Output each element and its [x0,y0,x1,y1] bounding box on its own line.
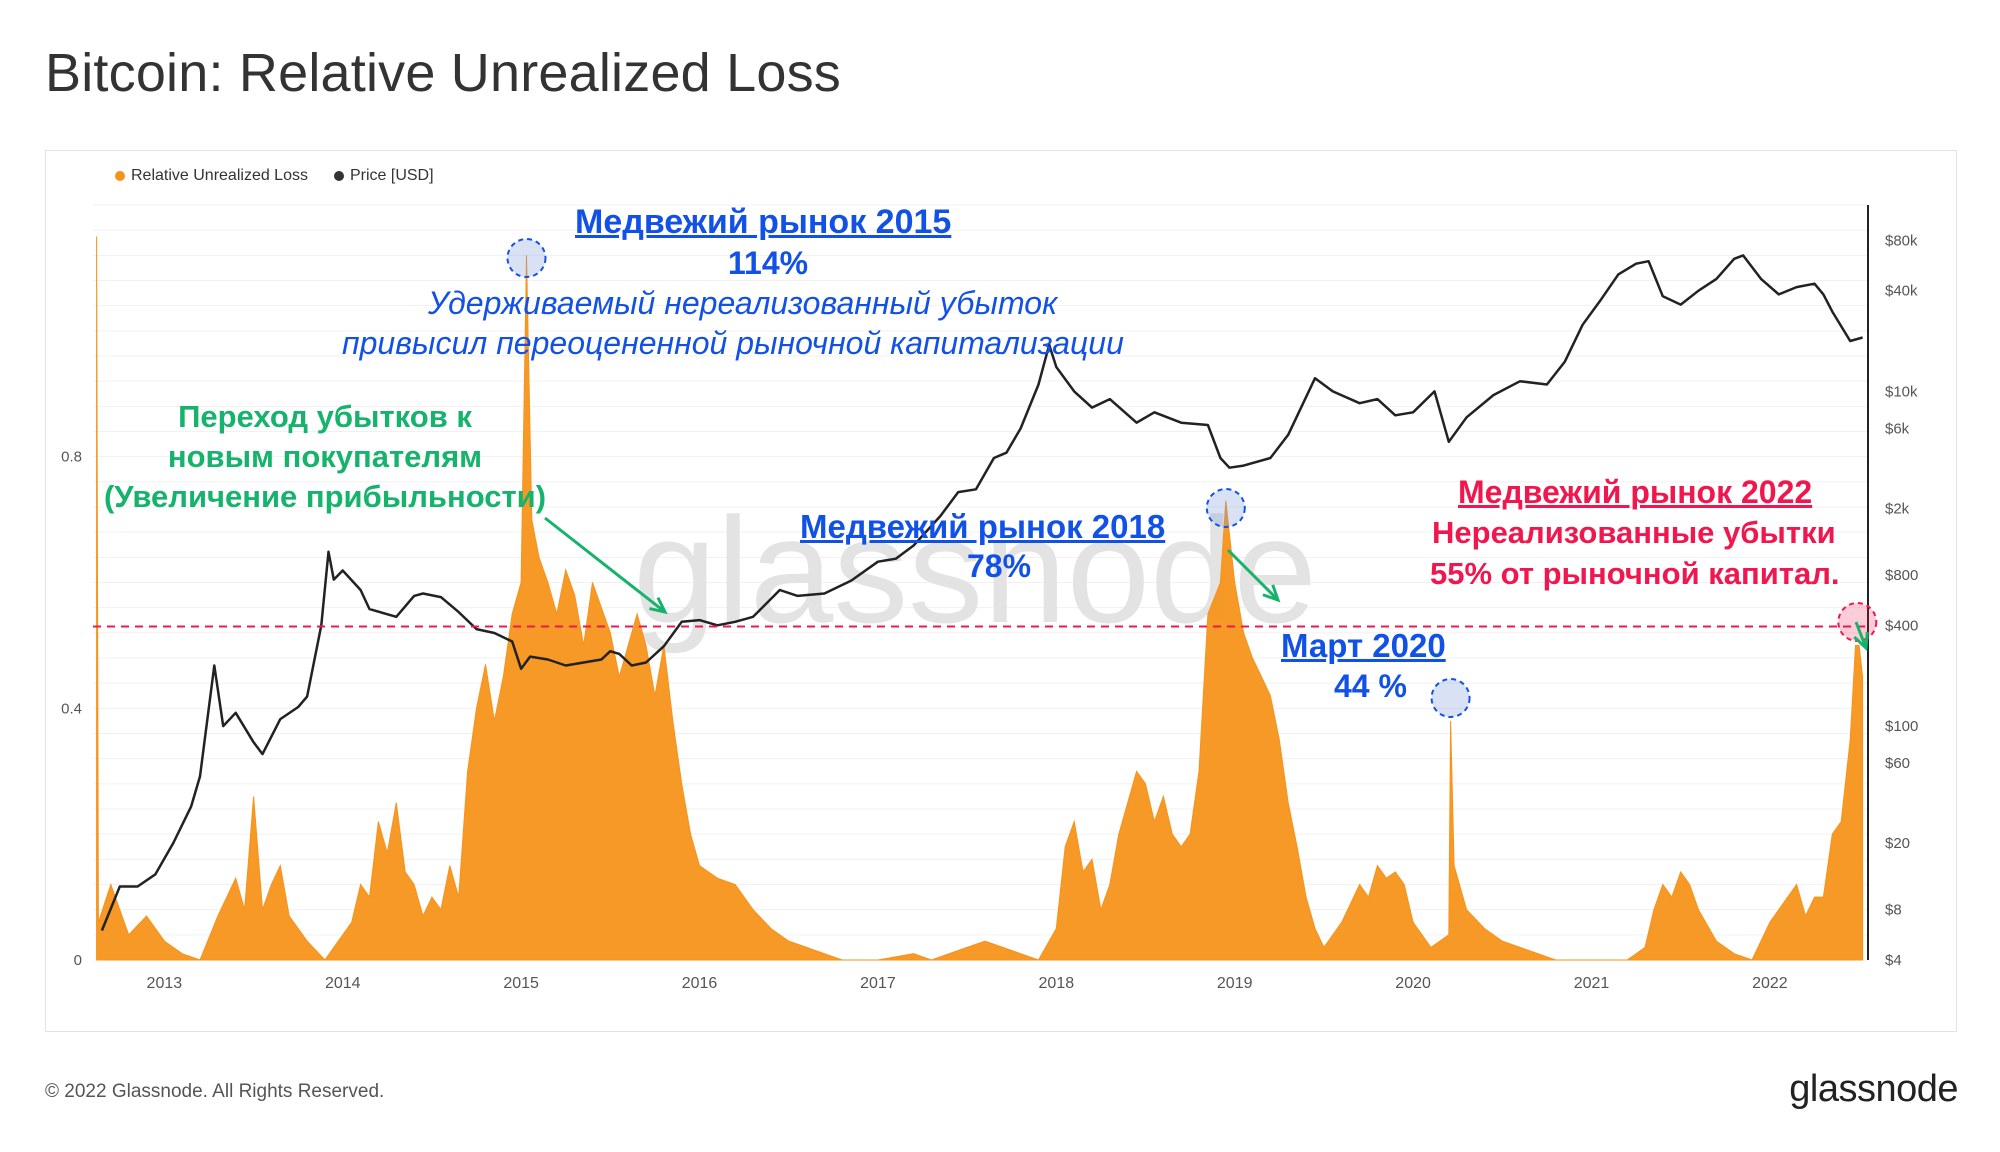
chart-panel [45,150,1957,1032]
legend-label-price: Price [USD] [349,167,434,184]
x-tick-label: 2013 [147,975,183,992]
x-tick-label: 2019 [1217,975,1253,992]
annotation-transfer-line3: (Увеличение прибыльности) [103,479,547,514]
annotation-bear-2022-line2: 55% от рыночной капитал. [1430,556,1840,591]
right-tick-label: $800 [1885,567,1918,584]
x-tick-label: 2020 [1395,975,1431,992]
annotation-bear-2022-title: Медвежий рынок 2022 [1458,474,1812,511]
annotation-bear-2018-title: Медвежий рынок 2018 [800,508,1165,546]
legend-item-price[interactable]: Price [USD] [333,167,434,185]
right-tick-label: $6k [1885,421,1910,438]
x-tick-label: 2021 [1574,975,1610,992]
price-line [100,254,1863,931]
right-tick-label: $80k [1885,232,1918,249]
legend-dot-icon [333,171,344,181]
annotation-transfer-line1: Переход убытков к [178,399,472,434]
annotation-text: Март 2020 [1281,627,1446,664]
x-tick-label: 2022 [1752,975,1788,992]
annotation-bear-2015-title: Медвежий рынок 2015 [575,203,951,242]
legend-label-loss: Relative Unrealized Loss [131,167,308,184]
x-tick-label: 2018 [1039,975,1075,992]
right-tick-label: $20 [1885,835,1910,852]
chart-legend: Relative Unrealized Loss Price [USD] [115,167,434,185]
loss-area [96,236,1864,961]
annotation-text: Медвежий рынок 2015 [575,203,952,241]
annotation-bear-2018-value: 78% [967,548,1032,584]
marker-circle-2018 [1205,488,1246,528]
marker-circle-2015 [506,238,547,278]
left-tick-label: 0 [74,952,82,969]
right-tick-label: $40k [1885,283,1918,300]
glassnode-logo[interactable]: glassnode [1789,1068,1958,1110]
right-tick-label: $2k [1885,500,1910,517]
annotation-bear-2015-value: 114% [728,245,809,281]
copyright: © 2022 Glassnode. All Rights Reserved. [45,1081,385,1102]
annotation-bear-2022-line1: Нереализованные убытки [1432,515,1836,550]
x-tick-label: 2016 [682,975,718,992]
annotation-transfer-line2: новым покупателям [167,439,483,474]
legend-item-loss[interactable]: Relative Unrealized Loss [115,167,308,185]
x-tick-label: 2014 [325,975,361,992]
arrow-transfer-head [649,596,668,615]
x-tick-label: 2015 [503,975,539,992]
annotation-march-2020-title: Март 2020 [1281,627,1446,665]
right-tick-label: $60 [1885,755,1910,772]
arrow-2022 [1854,621,1868,649]
annotation-transfer: Переход убытков к новым покупателям (Уве… [100,397,550,517]
legend-dot-icon [115,171,125,181]
arrow-2022-head [1853,631,1869,652]
right-tick-label: $8 [1885,902,1902,919]
annotation-bear-2015-line2: привысил переоцененной рыночной капитали… [342,325,1124,361]
right-tick-label: $10k [1885,383,1918,400]
arrow-2018-head [1262,584,1281,603]
annotation-text: Медвежий рынок 2022 [1458,474,1813,510]
left-tick-label: 0.4 [61,700,82,717]
page-title: Bitcoin: Relative Unrealized Loss [45,43,841,103]
annotation-bear-2015-line1: Удерживаемый нереализованный убыток [428,285,1058,321]
arrow-2018 [1226,548,1280,602]
x-tick-label: 2017 [860,975,896,992]
arrow-transfer [544,516,666,614]
annotation-text: Медвежий рынок 2018 [800,508,1166,545]
annotation-march-2020-value: 44 % [1334,668,1407,704]
marker-circle-2020 [1430,678,1471,718]
right-tick-label: $100 [1885,718,1918,735]
left-tick-label: 0.8 [61,449,82,466]
right-tick-label: $4 [1885,952,1902,969]
right-tick-label: $400 [1885,617,1918,634]
